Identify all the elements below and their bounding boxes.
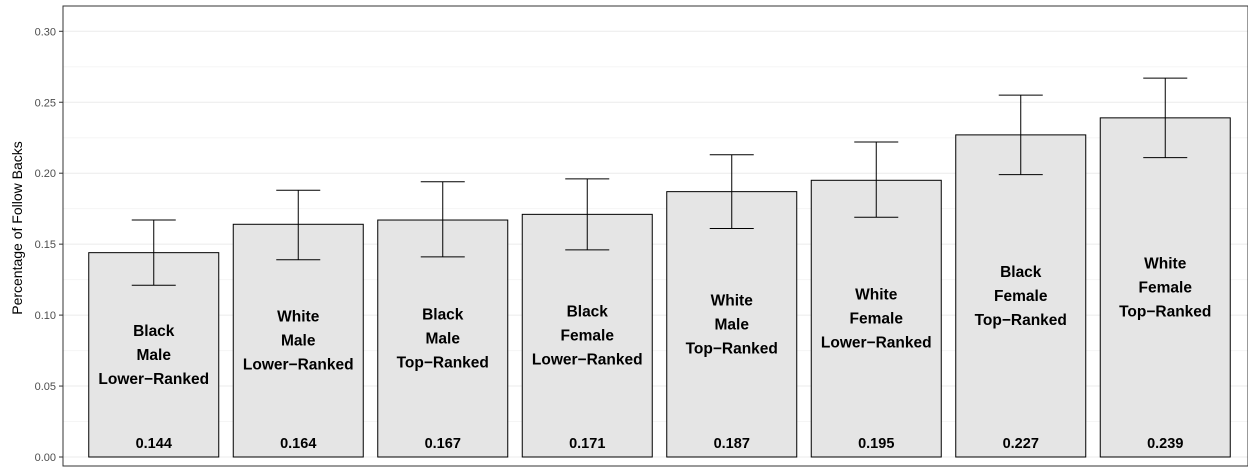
bar-category-label: Black	[133, 323, 175, 340]
bar	[955, 134, 1087, 458]
bar-value-label: 0.144	[136, 436, 172, 452]
y-axis: 0.00 0.05 0.10 0.15 0.20 0.25 0.30	[35, 26, 63, 464]
bar-labels: Black Male Lower−Ranked 0.144 White Male Lower…	[98, 255, 1211, 452]
bar-category-label: Female	[1139, 279, 1193, 296]
bar	[232, 223, 364, 458]
bar-category-label: Lower−Ranked	[243, 357, 354, 374]
bar-value-label: 0.167	[425, 436, 461, 452]
bar-category-label: Male	[426, 331, 461, 348]
bar-category-label: Top−Ranked	[975, 312, 1067, 329]
bar-category-label: Black	[567, 304, 609, 321]
y-tick-label: 0.30	[35, 26, 56, 38]
error-bars	[131, 77, 1188, 286]
bar-category-label: Lower−Ranked	[98, 371, 209, 388]
bar	[521, 213, 653, 458]
y-tick-label: 0.15	[35, 239, 56, 251]
bar-category-label: White	[277, 309, 320, 326]
bar	[666, 191, 798, 458]
bar-value-label: 0.187	[714, 436, 750, 452]
bar-category-label: Black	[422, 307, 464, 324]
bar-category-label: Lower−Ranked	[532, 352, 643, 369]
y-tick-label: 0.05	[35, 381, 56, 393]
bar-category-label: Female	[561, 328, 615, 345]
bar	[810, 179, 942, 458]
bar-category-label: Top−Ranked	[397, 355, 489, 372]
y-tick-label: 0.20	[35, 168, 56, 180]
bar-category-label: White	[855, 287, 898, 304]
bar	[88, 252, 220, 458]
bar-value-label: 0.239	[1147, 436, 1183, 452]
bar-value-label: 0.195	[858, 436, 894, 452]
bar-category-label: Lower−Ranked	[821, 335, 932, 352]
bar-category-label: Male	[137, 347, 172, 364]
y-tick-label: 0.10	[35, 310, 56, 322]
bar-category-label: Top−Ranked	[686, 340, 778, 357]
bar-value-label: 0.227	[1003, 436, 1039, 452]
bar-category-label: Black	[1000, 264, 1042, 281]
bar-value-label: 0.171	[569, 436, 605, 452]
bar-category-label: White	[711, 292, 754, 309]
panel-border	[62, 5, 1248, 467]
bars	[88, 117, 1231, 458]
bar-category-label: Female	[994, 288, 1048, 305]
bar-category-label: Male	[715, 316, 750, 333]
y-tick-label: 0.25	[35, 97, 56, 109]
bar-category-label: Male	[281, 333, 316, 350]
bar-category-label: Female	[850, 311, 904, 328]
bar	[1099, 117, 1231, 458]
bar	[377, 219, 509, 458]
bar-value-label: 0.164	[280, 436, 316, 452]
bar-category-label: Top−Ranked	[1119, 303, 1211, 320]
y-axis-title: Percentage of Follow Backs	[9, 141, 25, 315]
y-tick-label: 0.00	[35, 452, 56, 464]
bar-category-label: White	[1144, 255, 1187, 272]
